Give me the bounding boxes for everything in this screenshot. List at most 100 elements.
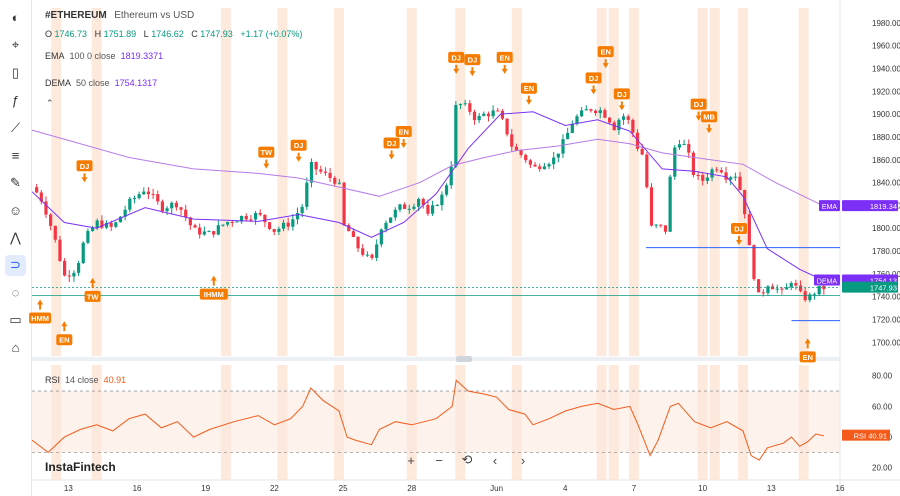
candle-body: [477, 115, 481, 121]
pattern-arrow-head: [706, 128, 713, 134]
candle-body: [757, 279, 761, 293]
candle-body: [146, 191, 151, 195]
dema-params: 50 close: [76, 78, 110, 88]
candle-body: [142, 191, 146, 195]
candle-body: [258, 212, 262, 215]
price-tick-label: 1960.00: [872, 42, 900, 51]
pattern-marker: [199, 288, 228, 300]
candle-body: [472, 111, 477, 121]
pattern-marker: [690, 98, 707, 110]
candle-body: [347, 225, 351, 232]
pattern-marker-label: EN: [499, 53, 509, 62]
candle-body: [570, 123, 574, 133]
candle-body: [104, 222, 109, 228]
rsi-band: [32, 391, 840, 453]
price-tick-label: 1720.00: [872, 315, 900, 324]
candle-body: [556, 153, 560, 158]
logo-icon[interactable]: ◐: [11, 10, 20, 25]
candle-body: [808, 294, 812, 301]
zoom-out-button[interactable]: −: [435, 452, 443, 468]
time-tick-label: 4: [563, 484, 568, 493]
ohlc-legend: O 1746.73 H 1751.89 L 1746.62 C 1747.93 …: [45, 29, 302, 39]
candle-body: [649, 187, 654, 226]
candle-body: [337, 182, 342, 184]
candle-body: [53, 225, 57, 240]
pattern-arrow-head: [804, 338, 811, 344]
cursor-icon[interactable]: ⌖: [11, 37, 20, 52]
pattern-marker-label: DJ: [468, 56, 478, 65]
brush-icon[interactable]: ✎: [10, 174, 21, 190]
pattern-marker: [258, 146, 275, 158]
zoom-in-button[interactable]: +: [407, 452, 415, 468]
candle-body: [761, 292, 765, 294]
pattern-marker-label: EN: [802, 353, 812, 362]
candle-type-icon[interactable]: ▯: [11, 64, 20, 80]
pattern-arrow-head: [388, 154, 395, 160]
home-icon[interactable]: ⌂: [11, 340, 20, 355]
pattern-icon[interactable]: ⋀: [10, 229, 21, 245]
reset-button[interactable]: ⟲: [461, 452, 473, 467]
pattern-marker-label: EN: [59, 336, 69, 345]
candle-body: [375, 244, 379, 258]
candle-body: [617, 119, 621, 131]
pattern-arrow-head: [37, 299, 44, 305]
hide-icon[interactable]: ◌: [11, 285, 20, 300]
candle-body: [319, 169, 323, 172]
candle-body: [547, 164, 551, 167]
candle-body: [687, 144, 691, 153]
pattern-marker-label: IHMM: [204, 290, 224, 299]
session-band: [798, 8, 809, 356]
formula-icon[interactable]: ƒ: [11, 92, 20, 108]
pattern-marker-label: DJ: [734, 225, 744, 234]
candle-body: [766, 286, 770, 294]
candle-body: [35, 187, 39, 193]
candle-body: [76, 263, 81, 273]
close-value: 1747.93: [200, 29, 233, 39]
ema-legend[interactable]: EMA 100 0 close 1819.3371: [45, 51, 163, 61]
candle-body: [733, 176, 737, 178]
candle-body: [738, 176, 742, 190]
price-tick-label: 1800.00: [872, 224, 900, 233]
session-band: [277, 8, 288, 356]
pattern-marker: [597, 46, 614, 58]
magnet-icon[interactable]: ⊃: [5, 254, 26, 276]
candle-body: [607, 117, 612, 123]
candle-body: [589, 109, 593, 111]
candle-body: [132, 198, 137, 200]
collapse-legend-icon[interactable]: ⌃: [46, 98, 54, 108]
candle-body: [128, 198, 132, 210]
candle-body: [631, 119, 635, 133]
candle-body: [389, 217, 393, 223]
candle-body: [584, 109, 588, 111]
indicator-tag-label: DEMA: [817, 279, 838, 286]
time-tick-label: 7: [632, 484, 637, 493]
scroll-forward-button[interactable]: ›: [520, 452, 526, 468]
pattern-arrow-head: [618, 105, 625, 111]
fib-icon[interactable]: ≡: [11, 147, 20, 163]
pattern-arrow-head: [525, 99, 532, 105]
candle-body: [682, 144, 686, 146]
candle-body: [463, 103, 467, 105]
candle-body: [160, 201, 165, 212]
candle-body: [775, 288, 779, 290]
candle-body: [253, 212, 258, 220]
candle-body: [44, 201, 48, 215]
emoji-icon[interactable]: ☺: [8, 202, 23, 218]
pattern-arrow-head: [210, 275, 217, 281]
trash-icon[interactable]: ▭: [9, 312, 22, 327]
candle-body: [496, 110, 500, 112]
candle-body: [435, 205, 439, 207]
low-label: L: [143, 29, 149, 39]
candle-body: [598, 110, 602, 114]
candle-body: [90, 227, 95, 231]
candle-body: [277, 228, 281, 232]
trendline-icon[interactable]: ⟋: [10, 119, 21, 135]
scroll-back-button[interactable]: ‹: [492, 452, 498, 468]
candle-body: [417, 198, 421, 207]
candle-body: [789, 283, 793, 288]
rsi-tick-label: 20.00: [872, 464, 893, 473]
ema-value: 1819.3371: [120, 51, 164, 61]
dema-legend[interactable]: DEMA 50 close 1754.1317: [45, 78, 157, 88]
rsi-legend[interactable]: RSI 14 close 40.91: [45, 375, 126, 385]
